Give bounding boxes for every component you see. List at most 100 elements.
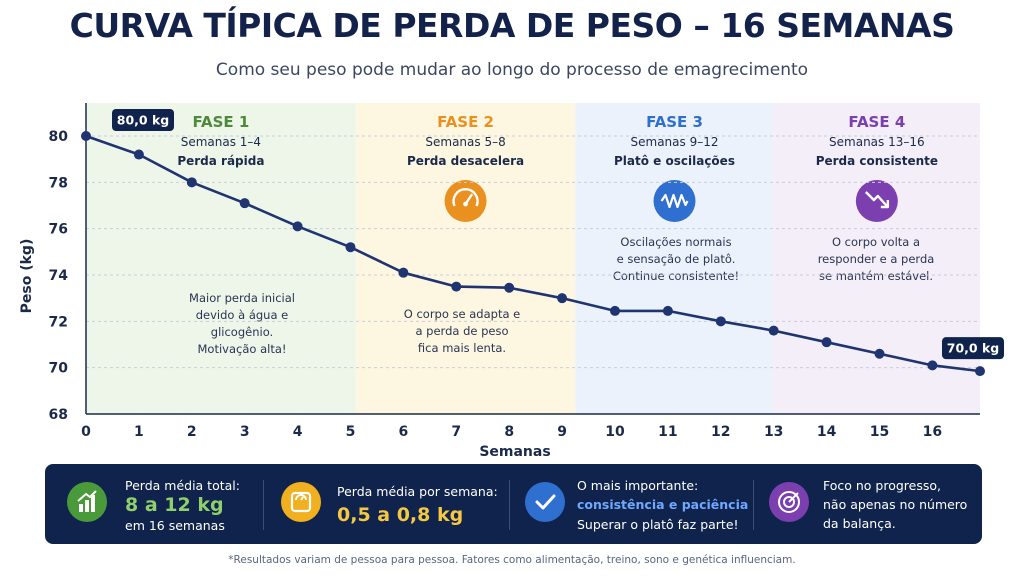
phase-3-description-line: e sensação de platô. xyxy=(617,252,736,266)
phase-1-headline: Perda rápida xyxy=(177,154,264,168)
bar-chart-icon xyxy=(67,482,107,522)
y-tick-label: 72 xyxy=(49,314,68,330)
x-tick-label: 0 xyxy=(81,424,91,440)
x-tick-label: 5 xyxy=(346,424,356,440)
divider xyxy=(263,480,264,530)
data-point xyxy=(715,316,726,327)
summary-total-period: em 16 semanas xyxy=(125,518,225,533)
data-point xyxy=(451,281,462,292)
phase-1-description-line: glicogênio. xyxy=(211,325,273,339)
x-tick-label: 8 xyxy=(504,424,514,440)
divider xyxy=(753,480,754,530)
data-point xyxy=(292,221,303,232)
wave-line xyxy=(660,193,689,209)
summary-total-label: Perda média total: xyxy=(125,478,240,493)
summary-focus-line-1: Foco no progresso, xyxy=(823,478,942,493)
phase-1-description-line: Motivação alta! xyxy=(198,342,287,356)
footnote: *Resultados variam de pessoa para pessoa… xyxy=(228,554,796,566)
data-point xyxy=(81,131,91,141)
x-tick-label: 12 xyxy=(711,424,730,440)
summary-importance-label: O mais importante: xyxy=(577,478,699,493)
x-tick-label: 15 xyxy=(870,424,889,440)
scale-icon xyxy=(281,482,321,522)
phase-2-headline: Perda desacelera xyxy=(407,154,524,168)
data-point xyxy=(504,282,515,293)
phase-4-description-line: responder e a perda xyxy=(818,252,935,266)
x-tick-label: 16 xyxy=(923,424,942,440)
gauge-hub xyxy=(463,201,468,207)
x-axis-label: Semanas xyxy=(479,444,550,460)
y-tick-label: 74 xyxy=(49,268,69,284)
summary-importance-note: Superar o platô faz parte! xyxy=(577,517,739,532)
summary-focus-line-3: da balança. xyxy=(823,516,896,531)
phase-4-name: FASE 4 xyxy=(848,113,905,131)
data-point xyxy=(874,348,885,359)
summary-importance-value: consistência e paciência xyxy=(577,497,749,512)
data-point xyxy=(821,337,832,348)
weight-loss-chart: FASE 1 Semanas 1–4 Perda rápida FASE 2 Seman… xyxy=(19,103,1004,460)
series-line xyxy=(85,134,981,373)
phase-3-weeks: Semanas 9–12 xyxy=(631,135,719,149)
trend-down-icon xyxy=(855,180,898,222)
data-point xyxy=(927,360,938,371)
phase-1-background xyxy=(86,103,356,414)
x-tick-label: 7 xyxy=(451,424,461,440)
phase-4-headline: Perda consistente xyxy=(816,154,938,168)
target-icon xyxy=(769,482,809,522)
phase-4-description-line: se mantém estável. xyxy=(819,269,933,283)
x-tick-label: 9 xyxy=(557,424,567,440)
x-tick-label: 1 xyxy=(134,424,144,440)
data-point xyxy=(609,305,620,316)
value-callout-box xyxy=(112,109,174,131)
summary-weekly-loss: Perda média por semana: 0,5 a 0,8 kg xyxy=(281,464,501,544)
gauge-icon xyxy=(444,180,487,222)
x-tick-label: 3 xyxy=(240,424,250,440)
phase-2-weeks: Semanas 5–8 xyxy=(425,135,505,149)
gauge-icon-circle xyxy=(444,180,487,222)
x-tick-label: 13 xyxy=(764,424,783,440)
phase-2-description-line: fica mais lenta. xyxy=(418,341,506,355)
data-point xyxy=(398,267,409,278)
value-callout-box xyxy=(942,337,1004,360)
y-tick-label: 68 xyxy=(49,407,68,423)
trend-line xyxy=(864,191,888,207)
x-tick-label: 2 xyxy=(187,424,197,440)
summary-focus-line-2: não apenas no número xyxy=(823,497,968,512)
y-tick-label: 70 xyxy=(49,361,69,377)
data-point xyxy=(975,366,985,377)
trend-arrow xyxy=(880,200,890,209)
phase-1-description-line: Maior perda inicial xyxy=(189,291,295,305)
phase-1-name: FASE 1 xyxy=(192,113,249,131)
value-callout-label: 80,0 kg xyxy=(117,113,169,128)
data-point xyxy=(557,293,568,304)
phase-3-description-line: Oscilações normais xyxy=(620,235,731,249)
x-tick-label: 11 xyxy=(658,424,677,440)
data-point xyxy=(239,198,250,209)
x-tick-label: 14 xyxy=(817,424,837,440)
summary-total-value: 8 a 12 kg xyxy=(125,494,224,516)
x-tick-label: 10 xyxy=(605,424,625,440)
phase-2-description-line: O corpo se adapta e xyxy=(404,307,521,321)
x-tick-label: 6 xyxy=(399,424,409,440)
phase-3-description-line: Continue consistente! xyxy=(613,269,739,283)
summary-focus: Foco no progresso, não apenas no número … xyxy=(769,464,969,544)
page-subtitle: Como seu peso pode mudar ao longo do pro… xyxy=(215,60,809,80)
phase-1-weeks: Semanas 1–4 xyxy=(181,135,261,149)
phase-1-description-line: devido à água e xyxy=(196,308,288,322)
phase-4-background xyxy=(773,103,980,414)
y-axis-label: Peso (kg) xyxy=(19,239,35,314)
phase-4-description-line: O corpo volta a xyxy=(832,235,920,249)
data-point xyxy=(186,177,197,188)
gauge-arc xyxy=(452,188,479,207)
data-point xyxy=(662,305,673,316)
phase-2-description-line: a perda de peso xyxy=(415,324,508,338)
summary-weekly-label: Perda média por semana: xyxy=(337,484,498,499)
y-tick-label: 80 xyxy=(49,129,69,145)
phase-2-name: FASE 2 xyxy=(437,113,494,131)
summary-importance: O mais importante: consistência e paciên… xyxy=(525,464,749,544)
divider xyxy=(509,480,510,530)
y-tick-label: 78 xyxy=(49,175,68,191)
x-tick-label: 4 xyxy=(293,424,303,440)
phase-3-headline: Platô e oscilações xyxy=(614,154,735,168)
y-tick-label: 76 xyxy=(49,222,68,238)
